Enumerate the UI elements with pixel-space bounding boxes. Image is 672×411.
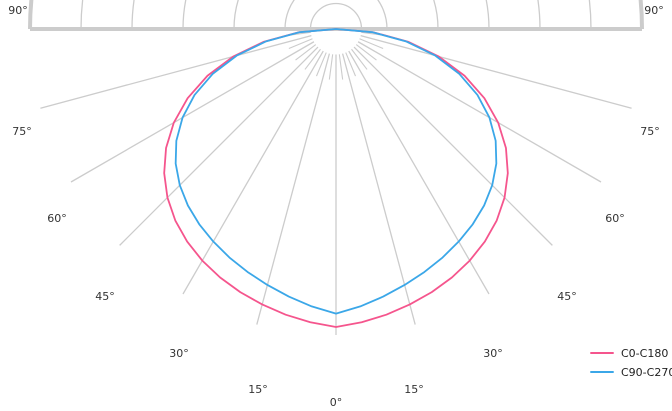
- radial-grid-arc: [284, 0, 388, 30]
- angle-tick-label: 60°: [605, 212, 625, 225]
- angular-grid-spoke: [341, 53, 416, 325]
- angle-tick-label: 0°: [330, 396, 343, 409]
- angular-grid-spoke: [119, 46, 319, 246]
- angle-tick-label: 15°: [404, 383, 424, 396]
- angular-grid-spoke-minor: [328, 54, 334, 80]
- angular-grid-spoke-minor: [351, 48, 368, 70]
- angle-tick-label: 75°: [12, 125, 32, 138]
- angle-tick-label: 30°: [169, 347, 189, 360]
- angular-grid-spoke: [70, 41, 315, 183]
- angular-grid-spoke: [256, 53, 331, 325]
- angle-tick-label: 90°: [644, 4, 664, 17]
- angle-tick-label: 45°: [557, 290, 577, 303]
- angle-tick-label: 60°: [47, 212, 67, 225]
- series-line-0: [163, 28, 509, 328]
- angular-grid-spoke: [357, 41, 602, 183]
- legend-label-1[interactable]: C90-C270: [621, 366, 672, 379]
- angle-tick-label: 75°: [640, 125, 660, 138]
- angle-tick-label: 90°: [8, 4, 28, 17]
- angular-grid-spoke-minor: [288, 38, 313, 50]
- angular-grid-spoke-minor: [345, 52, 357, 77]
- series-line-1: [174, 28, 498, 315]
- angular-grid-spoke: [182, 50, 324, 295]
- chart-legend[interactable]: C0-C180 C90-C270: [590, 347, 672, 379]
- angular-grid-spoke-minor: [338, 54, 344, 80]
- radial-grid-arc-inner: [309, 2, 363, 30]
- angular-grid-spoke-minor: [304, 48, 321, 70]
- angular-grid-spoke: [353, 46, 553, 246]
- angular-grid-spoke-minor: [355, 44, 377, 61]
- angular-grid-spoke-minor: [295, 44, 317, 61]
- angular-grid-spoke: [360, 34, 632, 109]
- legend-label-0[interactable]: C0-C180: [621, 347, 668, 360]
- angle-tick-label: 15°: [248, 383, 268, 396]
- angular-grid-spoke-minor: [315, 52, 327, 77]
- angular-grid-spoke-minor: [359, 38, 384, 50]
- polar-series-lines: [163, 28, 509, 328]
- angular-grid-spoke: [40, 34, 312, 109]
- angular-axis-labels: 90° 75° 60° 45° 30° 15° 0° 15° 30° 45° 60° 75° 90°: [8, 4, 664, 409]
- angle-tick-label: 45°: [95, 290, 115, 303]
- angle-tick-label: 30°: [483, 347, 503, 360]
- angular-grid-spoke: [348, 50, 490, 295]
